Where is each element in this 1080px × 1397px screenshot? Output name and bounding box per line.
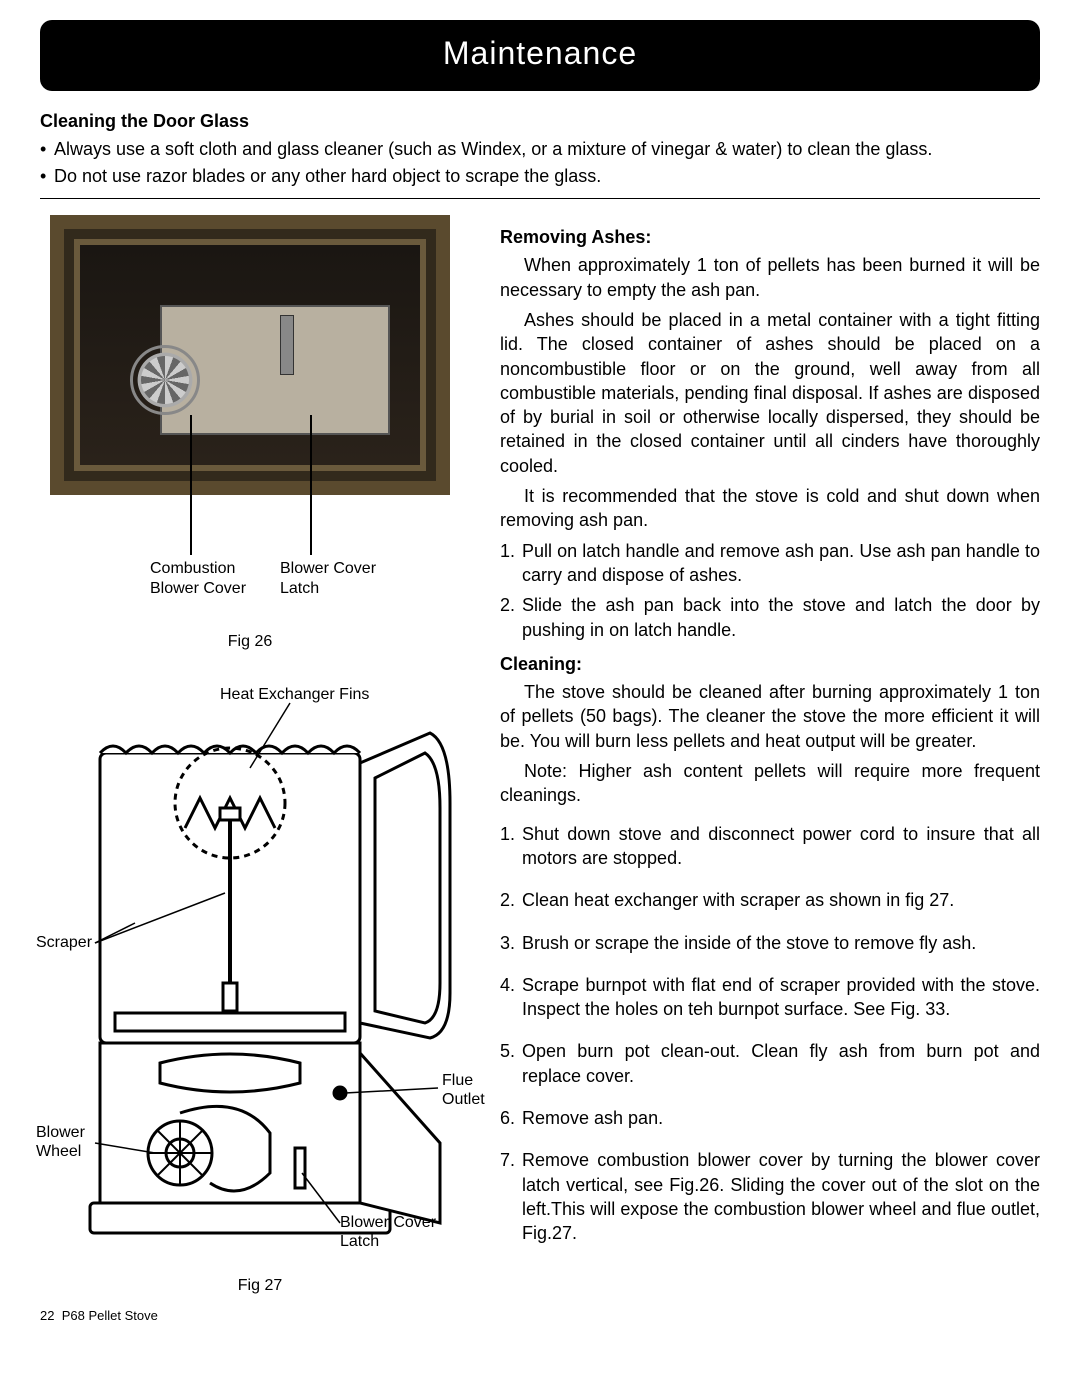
fig27-svg — [40, 693, 480, 1263]
paragraph: It is recommended that the stove is cold… — [500, 484, 1040, 533]
model-name: P68 Pellet Stove — [62, 1308, 158, 1323]
page-number: 22 — [40, 1308, 54, 1323]
door-glass-bullets: Always use a soft cloth and glass cleane… — [40, 137, 1040, 188]
step-text: Shut down stove and disconnect power cor… — [522, 822, 1040, 871]
fig27-label-heatexchanger: Heat Exchanger Fins — [220, 685, 369, 704]
step-text: Remove combustion blower cover by turnin… — [522, 1148, 1040, 1245]
step-text: Clean heat exchanger with scraper as sho… — [522, 888, 954, 912]
cleaning-heading: Cleaning: — [500, 652, 1040, 676]
paragraph: Note: Higher ash content pellets will re… — [500, 759, 1040, 808]
fig27-label-scraper: Scraper — [36, 933, 92, 952]
step-text: Pull on latch handle and remove ash pan.… — [522, 539, 1040, 588]
step-text: Open burn pot clean-out. Clean fly ash f… — [522, 1039, 1040, 1088]
fig26-photo — [50, 215, 450, 495]
fig26-label-combustion: Combustion Blower Cover — [150, 559, 270, 599]
step-number: 4. — [500, 973, 522, 1022]
step-number: 2. — [500, 888, 522, 912]
step-text: Remove ash pan. — [522, 1106, 663, 1130]
paragraph: When approximately 1 ton of pellets has … — [500, 253, 1040, 302]
removing-ashes-steps: 1.Pull on latch handle and remove ash pa… — [500, 539, 1040, 642]
fig26-callouts: Combustion Blower Cover Blower Cover Lat… — [50, 505, 450, 625]
step-number: 5. — [500, 1039, 522, 1088]
fig27-label-blowercover: Blower Cover Latch — [340, 1213, 450, 1251]
step-number: 6. — [500, 1106, 522, 1130]
bullet-item: Do not use razor blades or any other har… — [40, 164, 1040, 188]
paragraph: The stove should be cleaned after burnin… — [500, 680, 1040, 753]
step-number: 7. — [500, 1148, 522, 1245]
paragraph: Ashes should be placed in a metal contai… — [500, 308, 1040, 478]
cleaning-steps: 1.Shut down stove and disconnect power c… — [500, 822, 1040, 1246]
step-number: 1. — [500, 539, 522, 588]
fig27-caption: Fig 27 — [40, 1275, 480, 1297]
fig27-label-flue: Flue Outlet — [442, 1071, 492, 1109]
door-glass-heading: Cleaning the Door Glass — [40, 109, 1040, 133]
bullet-item: Always use a soft cloth and glass cleane… — [40, 137, 1040, 161]
right-column: Removing Ashes: When approximately 1 ton… — [500, 215, 1040, 1296]
page-title-bar: Maintenance — [40, 20, 1040, 91]
fig27-label-blowerwheel: Blower Wheel — [36, 1123, 96, 1161]
step-text: Scrape burnpot with flat end of scraper … — [522, 973, 1040, 1022]
fig26-label-latch: Blower Cover Latch — [280, 559, 400, 599]
divider — [40, 198, 1040, 199]
fig27-diagram: Heat Exchanger Fins Scraper Flue Outlet … — [40, 693, 480, 1297]
removing-ashes-heading: Removing Ashes: — [500, 225, 1040, 249]
step-text: Brush or scrape the inside of the stove … — [522, 931, 976, 955]
step-number: 2. — [500, 593, 522, 642]
fig26-caption: Fig 26 — [50, 631, 450, 653]
step-number: 1. — [500, 822, 522, 871]
page-footer: 22 P68 Pellet Stove — [40, 1307, 1040, 1325]
step-number: 3. — [500, 931, 522, 955]
left-column: Combustion Blower Cover Blower Cover Lat… — [40, 215, 480, 1296]
step-text: Slide the ash pan back into the stove an… — [522, 593, 1040, 642]
